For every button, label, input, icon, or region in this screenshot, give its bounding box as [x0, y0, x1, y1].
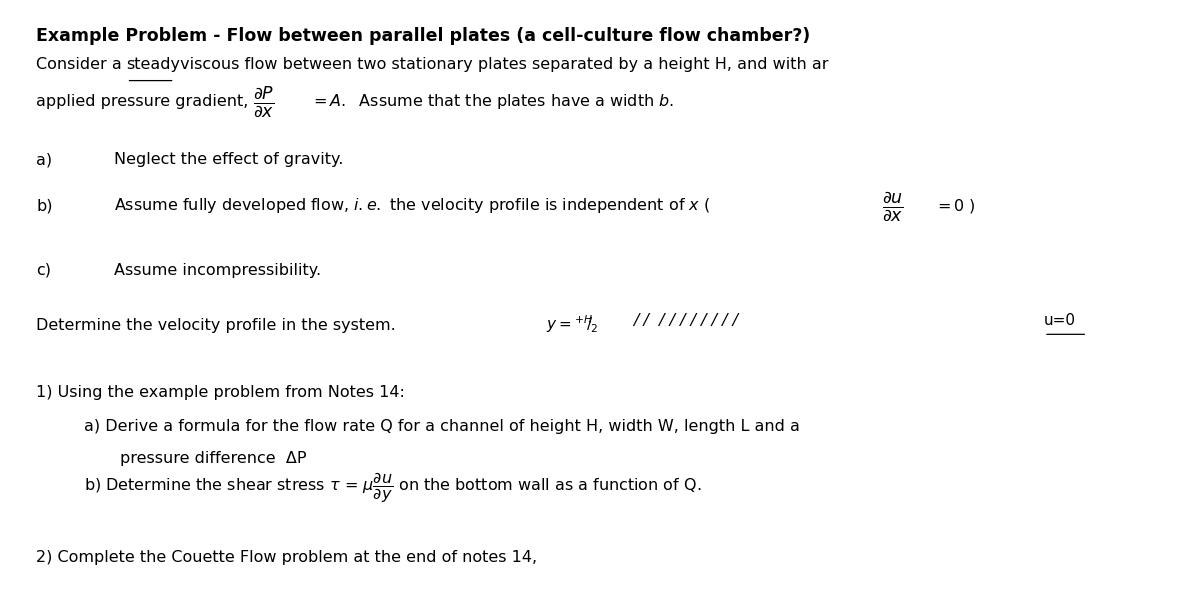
Text: / /  / / / / / / / /: / / / / / / / / / /	[634, 313, 739, 328]
Text: Consider a: Consider a	[36, 57, 127, 72]
Text: pressure difference  ΔP: pressure difference ΔP	[120, 451, 306, 466]
Text: $= 0$ ): $= 0$ )	[934, 197, 976, 215]
Text: b): b)	[36, 198, 53, 214]
Text: $y{=}^{+H}\!\!/_{\!2}$: $y{=}^{+H}\!\!/_{\!2}$	[546, 313, 598, 334]
Text: Example Problem - Flow between parallel plates (a cell-culture flow chamber?): Example Problem - Flow between parallel …	[36, 27, 810, 45]
Text: Determine the velocity profile in the system.: Determine the velocity profile in the sy…	[36, 318, 396, 333]
Text: b) Determine the shear stress $\tau$ = $\mu\dfrac{\partial u}{\partial y}$ on th: b) Determine the shear stress $\tau$ = $…	[84, 470, 702, 505]
Text: $\dfrac{\partial P}{\partial x}$: $\dfrac{\partial P}{\partial x}$	[253, 84, 275, 119]
Text: Assume fully developed flow, $i.e.$ the velocity profile is independent of $x$ (: Assume fully developed flow, $i.e.$ the …	[114, 196, 710, 216]
Text: a) Derive a formula for the flow rate Q for a channel of height H, width W, leng: a) Derive a formula for the flow rate Q …	[84, 419, 800, 434]
Text: steady: steady	[127, 57, 180, 72]
Text: Assume incompressibility.: Assume incompressibility.	[114, 263, 322, 278]
Text: viscous flow between two stationary plates separated by a height H, and with ar: viscous flow between two stationary plat…	[175, 57, 828, 72]
Text: 1) Using the example problem from Notes 14:: 1) Using the example problem from Notes …	[36, 385, 404, 400]
Text: Neglect the effect of gravity.: Neglect the effect of gravity.	[114, 152, 343, 167]
Text: c): c)	[36, 263, 50, 278]
Text: 2) Complete the Couette Flow problem at the end of notes 14,: 2) Complete the Couette Flow problem at …	[36, 550, 538, 565]
Text: u=0: u=0	[1044, 313, 1076, 328]
Text: $= A.$  Assume that the plates have a width $b$.: $= A.$ Assume that the plates have a wid…	[310, 92, 673, 111]
Text: $\dfrac{\partial u}{\partial x}$: $\dfrac{\partial u}{\partial x}$	[882, 189, 904, 223]
Text: applied pressure gradient,: applied pressure gradient,	[36, 94, 248, 109]
Text: a): a)	[36, 152, 52, 167]
